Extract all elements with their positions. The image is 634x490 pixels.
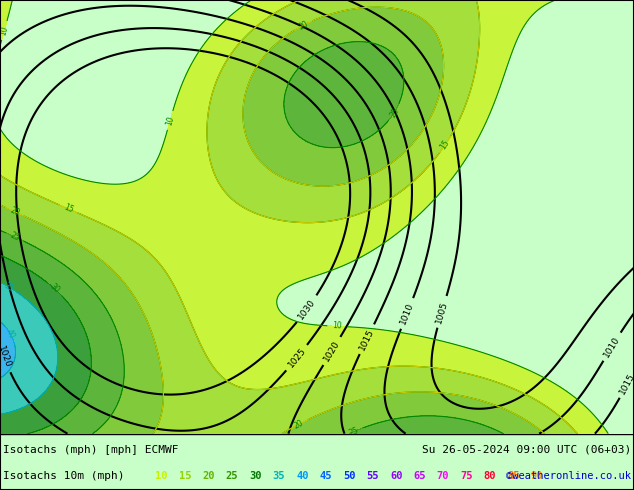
Text: 1020: 1020 xyxy=(322,339,342,363)
Text: Su 26-05-2024 09:00 UTC (06+03): Su 26-05-2024 09:00 UTC (06+03) xyxy=(422,445,631,455)
Text: 45: 45 xyxy=(320,471,332,481)
Text: ©weatheronline.co.uk: ©weatheronline.co.uk xyxy=(506,471,631,481)
Text: 70: 70 xyxy=(437,471,450,481)
Text: 50: 50 xyxy=(343,471,356,481)
Text: 40: 40 xyxy=(4,328,17,341)
Text: 20: 20 xyxy=(202,471,215,481)
Text: 1015: 1015 xyxy=(618,371,634,395)
Text: 15: 15 xyxy=(179,471,191,481)
Text: 15: 15 xyxy=(62,203,75,215)
Text: 40: 40 xyxy=(296,471,309,481)
Text: 25: 25 xyxy=(226,471,238,481)
Text: 35: 35 xyxy=(273,471,285,481)
Text: 30: 30 xyxy=(249,471,262,481)
Text: 10: 10 xyxy=(332,321,342,331)
Text: 30: 30 xyxy=(48,282,61,295)
Text: 60: 60 xyxy=(390,471,403,481)
Text: 25: 25 xyxy=(348,425,360,438)
Text: Isotachs 10m (mph): Isotachs 10m (mph) xyxy=(3,471,125,481)
Text: 15: 15 xyxy=(439,138,451,151)
Text: 55: 55 xyxy=(366,471,379,481)
Text: 80: 80 xyxy=(484,471,496,481)
Text: 75: 75 xyxy=(460,471,473,481)
Text: 65: 65 xyxy=(413,471,426,481)
Text: 1030: 1030 xyxy=(297,297,318,321)
Text: 25: 25 xyxy=(388,106,401,119)
Text: 1010: 1010 xyxy=(602,335,622,359)
Text: 20: 20 xyxy=(293,418,306,430)
Text: 1010: 1010 xyxy=(399,301,415,326)
Text: 85: 85 xyxy=(507,471,520,481)
Text: 1025: 1025 xyxy=(286,346,307,369)
Text: 1020: 1020 xyxy=(0,345,12,369)
Text: 35: 35 xyxy=(2,280,15,293)
Text: 10: 10 xyxy=(0,24,10,36)
Text: 90: 90 xyxy=(531,471,543,481)
Text: Isotachs (mph) [mph] ECMWF: Isotachs (mph) [mph] ECMWF xyxy=(3,445,179,455)
Text: 10: 10 xyxy=(164,115,176,126)
Text: 20: 20 xyxy=(297,19,309,31)
Text: 20: 20 xyxy=(8,206,21,218)
Text: 1005: 1005 xyxy=(434,299,450,324)
Text: 25: 25 xyxy=(9,231,21,243)
Text: 10: 10 xyxy=(155,471,168,481)
Text: 1015: 1015 xyxy=(358,327,376,351)
